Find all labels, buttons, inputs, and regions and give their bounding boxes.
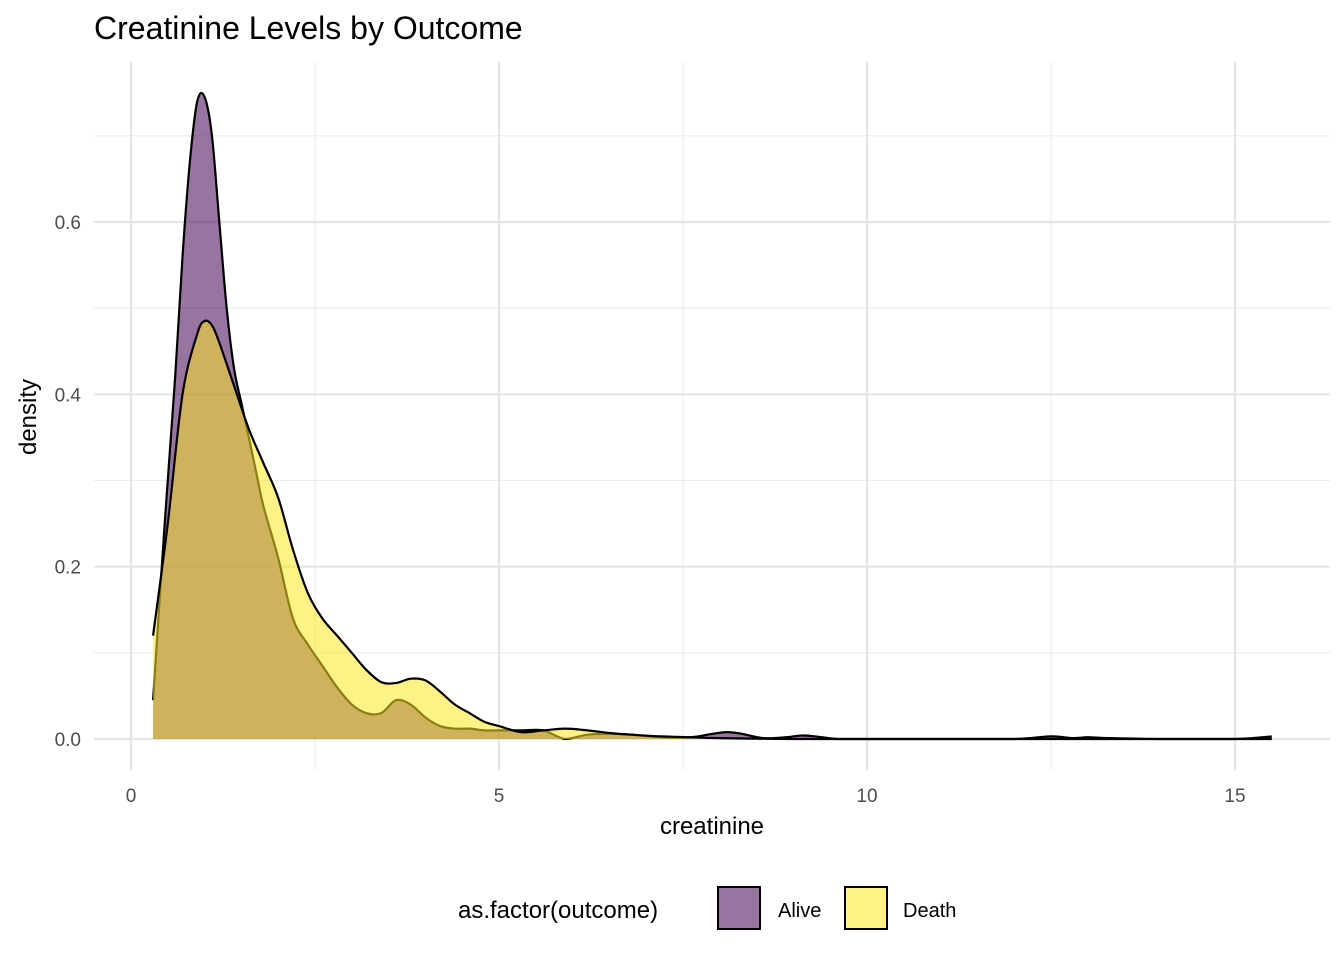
density-line-death [151, 319, 1272, 741]
legend-swatch-alive [717, 886, 761, 930]
x-tick-label: 15 [1224, 786, 1245, 807]
legend-label-death: Death [903, 900, 956, 922]
y-tick-label: 0.6 [55, 213, 81, 234]
legend-label-alive: Alive [778, 900, 821, 922]
y-tick-label: 0.2 [55, 558, 81, 579]
legend-title: as.factor(outcome) [458, 897, 658, 924]
x-axis-ticks: 0 5 10 15 [126, 786, 1246, 807]
legend: as.factor(outcome) Alive Death [458, 886, 956, 930]
y-axis-title: density [15, 379, 42, 455]
density-areas [151, 91, 1272, 741]
legend-swatch-death [844, 886, 888, 930]
chart-title: Creatinine Levels by Outcome [94, 10, 523, 46]
x-tick-label: 10 [856, 786, 877, 807]
x-tick-label: 0 [126, 786, 137, 807]
x-tick-label: 5 [494, 786, 505, 807]
y-axis-ticks: 0.0 0.2 0.4 0.6 [55, 213, 82, 751]
y-tick-label: 0.0 [55, 730, 81, 751]
x-axis-title: creatinine [660, 813, 764, 840]
y-tick-label: 0.4 [55, 385, 82, 406]
density-area-death [153, 320, 1272, 739]
